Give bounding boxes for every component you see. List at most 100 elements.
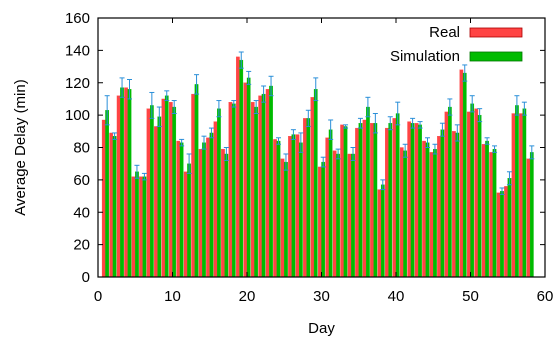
error-bar-day-28 bbox=[305, 109, 311, 127]
bar-real-day-47 bbox=[444, 111, 449, 278]
bar-simulation-day-14 bbox=[202, 142, 206, 278]
bar-simulation-day-46 bbox=[440, 129, 445, 278]
bar-real-day-25 bbox=[280, 158, 285, 278]
bar-real-day-38 bbox=[377, 189, 382, 278]
bar-simulation-day-10 bbox=[172, 106, 177, 278]
y-tick-label: 80 bbox=[73, 140, 90, 157]
bar-simulation-day-56 bbox=[515, 105, 519, 278]
bar-real-day-15 bbox=[206, 137, 210, 278]
bar-simulation-day-28 bbox=[306, 118, 311, 278]
error-bar-day-4 bbox=[127, 79, 132, 100]
error-bar-day-24 bbox=[276, 137, 281, 145]
bar-simulation-day-25 bbox=[284, 161, 288, 278]
bar-real-day-42 bbox=[407, 121, 412, 278]
bar-simulation-day-22 bbox=[261, 93, 266, 278]
bar-simulation-day-44 bbox=[425, 142, 430, 278]
bar-real-day-45 bbox=[429, 152, 434, 278]
error-bar-day-40 bbox=[395, 101, 401, 126]
bar-real-day-4 bbox=[124, 87, 128, 278]
error-bar-day-6 bbox=[141, 172, 147, 181]
bar-simulation-day-4 bbox=[127, 89, 132, 278]
bar-simulation-day-33 bbox=[343, 126, 348, 278]
error-bar-day-30 bbox=[320, 156, 326, 168]
error-bar-day-21 bbox=[253, 100, 259, 115]
bar-simulation-day-16 bbox=[217, 108, 221, 278]
error-bar-day-44 bbox=[425, 137, 430, 148]
bar-simulation-day-23 bbox=[269, 85, 273, 278]
bar-simulation-day-38 bbox=[380, 184, 385, 278]
bar-real-day-13 bbox=[191, 93, 195, 278]
error-bar-day-46 bbox=[439, 122, 445, 137]
bar-simulation-day-58 bbox=[529, 152, 534, 278]
x-tick-label: 10 bbox=[164, 288, 181, 305]
bar-real-day-41 bbox=[399, 147, 404, 278]
x-axis-label: Day bbox=[308, 320, 335, 337]
bar-real-day-46 bbox=[437, 136, 441, 278]
bar-simulation-day-27 bbox=[298, 142, 303, 278]
x-tick-label: 40 bbox=[388, 288, 405, 305]
error-bar-day-14 bbox=[201, 135, 207, 150]
error-bar-day-16 bbox=[216, 100, 222, 118]
bar-real-day-29 bbox=[310, 97, 315, 278]
bar-real-day-8 bbox=[154, 126, 158, 278]
bar-simulation-day-41 bbox=[403, 150, 408, 278]
error-bar-day-37 bbox=[372, 113, 378, 134]
bar-real-day-28 bbox=[303, 118, 307, 278]
bar-simulation-day-42 bbox=[410, 123, 415, 278]
y-tick-label: 100 bbox=[65, 107, 90, 124]
bar-simulation-day-43 bbox=[418, 124, 422, 278]
bar-real-day-26 bbox=[288, 136, 292, 278]
error-bar-day-26 bbox=[290, 129, 296, 140]
error-bar-day-10 bbox=[171, 100, 177, 115]
error-bar-day-1 bbox=[104, 95, 110, 126]
error-bar-day-48 bbox=[454, 124, 460, 142]
error-bar-day-33 bbox=[343, 124, 349, 129]
error-bar-day-47 bbox=[447, 98, 453, 116]
bar-simulation-day-49 bbox=[462, 72, 467, 278]
bar-simulation-day-11 bbox=[179, 142, 184, 278]
x-tick-label: 20 bbox=[239, 288, 256, 305]
bar-simulation-day-39 bbox=[388, 123, 393, 278]
bar-real-day-14 bbox=[198, 148, 203, 278]
bar-simulation-day-3 bbox=[120, 87, 124, 278]
bar-simulation-day-53 bbox=[492, 148, 497, 278]
error-bar-day-38 bbox=[380, 179, 386, 191]
bar-simulation-day-19 bbox=[239, 59, 244, 278]
bar-simulation-day-7 bbox=[149, 105, 154, 278]
error-bar-day-42 bbox=[410, 117, 416, 129]
bar-real-day-21 bbox=[250, 102, 255, 278]
bar-simulation-day-34 bbox=[351, 153, 355, 278]
bar-simulation-day-35 bbox=[358, 123, 363, 278]
error-bar-day-53 bbox=[492, 145, 498, 153]
error-bar-day-51 bbox=[477, 108, 483, 123]
error-bar-day-35 bbox=[357, 117, 363, 129]
y-tick-label: 120 bbox=[65, 75, 90, 92]
y-tick-label: 0 bbox=[82, 269, 90, 286]
error-bar-day-39 bbox=[387, 116, 393, 131]
bar-real-day-33 bbox=[340, 124, 345, 278]
bar-real-day-40 bbox=[392, 118, 397, 278]
bar-simulation-day-37 bbox=[373, 123, 378, 278]
bar-simulation-day-31 bbox=[328, 129, 333, 278]
ticks-group: 0 20 40 60 80 100 120 140 160 0 10 20 30 40 50 60 bbox=[65, 10, 553, 305]
bar-real-day-54 bbox=[496, 192, 501, 278]
bar-real-day-37 bbox=[370, 123, 374, 278]
bar-simulation-day-52 bbox=[485, 140, 489, 278]
error-bar-day-31 bbox=[328, 119, 334, 140]
bar-simulation-day-2 bbox=[112, 136, 117, 278]
error-bar-day-32 bbox=[335, 148, 341, 160]
error-bar-day-43 bbox=[417, 121, 423, 129]
bar-real-day-35 bbox=[355, 127, 359, 278]
error-bar-day-58 bbox=[529, 145, 535, 160]
error-bar-day-15 bbox=[208, 127, 214, 139]
error-bar-day-2 bbox=[112, 132, 118, 140]
error-bar-day-7 bbox=[149, 91, 155, 119]
error-bar-day-9 bbox=[164, 90, 170, 102]
bar-real-day-3 bbox=[116, 95, 121, 278]
bar-simulation-day-21 bbox=[254, 106, 258, 278]
bar-simulation-day-30 bbox=[321, 161, 326, 278]
bar-real-day-36 bbox=[362, 119, 367, 278]
bar-real-day-51 bbox=[474, 108, 479, 278]
bar-real-day-7 bbox=[146, 108, 151, 278]
